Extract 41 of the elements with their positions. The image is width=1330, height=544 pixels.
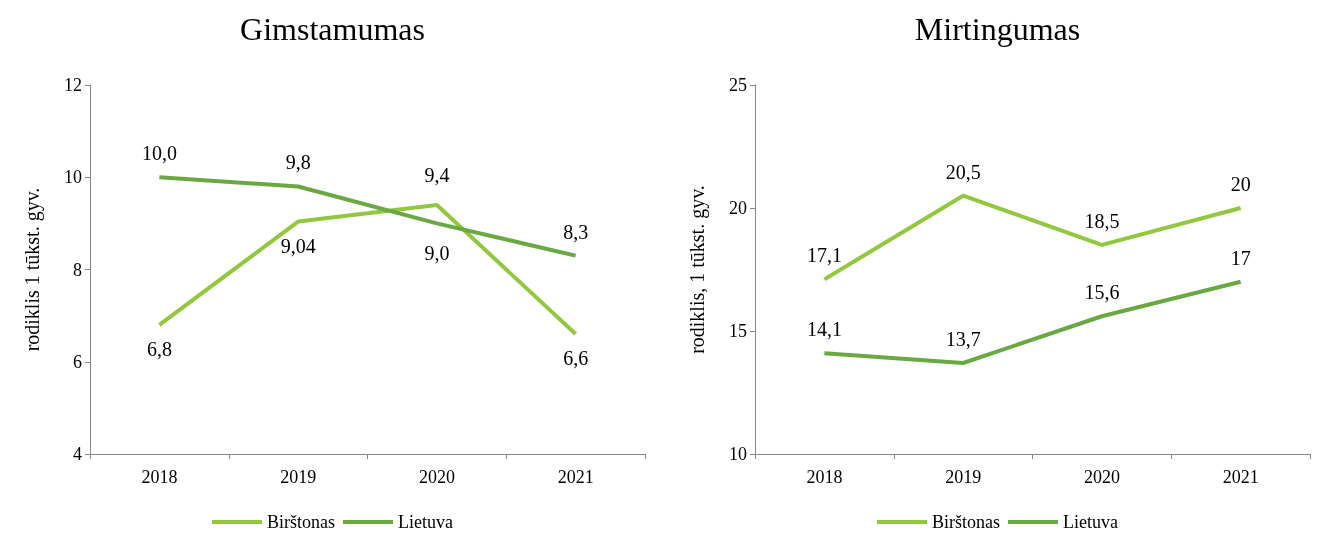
data-label: 20 (1230, 173, 1251, 195)
y-tick-label: 25 (729, 75, 747, 95)
data-label: 6,6 (563, 347, 589, 370)
legend-label: Lietuva (1063, 512, 1118, 532)
data-label: 18,5 (1084, 209, 1120, 232)
legend-label: Birštonas (267, 512, 336, 532)
x-tick-label: 2021 (557, 467, 594, 487)
y-tick-label: 15 (729, 321, 747, 341)
data-label: 9,4 (424, 163, 450, 186)
y-tick-label: 8 (73, 259, 82, 280)
x-tick-label: 2019 (945, 467, 982, 487)
chart-title: Mirtingumas (914, 11, 1081, 47)
data-label: 9,04 (280, 234, 316, 257)
data-label: 9,0 (424, 242, 450, 265)
data-label: 13,7 (945, 327, 981, 350)
y-tick-label: 12 (64, 75, 82, 95)
x-tick-label: 2020 (1083, 467, 1120, 487)
data-label: 10,0 (141, 142, 177, 165)
data-label: 8,3 (563, 220, 589, 243)
x-tick-label: 2018 (141, 467, 178, 487)
legend-label: Birštonas (932, 512, 1001, 532)
x-tick-label: 2021 (1222, 467, 1259, 487)
x-tick-label: 2018 (806, 467, 843, 487)
y-tick-label: 20 (729, 198, 747, 218)
y-tick-label: 4 (73, 444, 82, 464)
y-tick-label: 10 (64, 167, 82, 188)
legend-label: Lietuva (398, 512, 453, 532)
data-label: 17 (1230, 246, 1251, 269)
y-axis-title: rodiklis 1 tūkst. gyv. (21, 187, 44, 352)
data-label: 17,1 (806, 244, 842, 267)
y-tick-label: 10 (729, 444, 747, 464)
data-label: 15,6 (1084, 281, 1120, 304)
data-label: 6,8 (146, 337, 172, 360)
data-label: 20,5 (945, 160, 981, 183)
y-tick-label: 6 (73, 351, 82, 372)
y-axis-title: rodiklis, 1 tūkst. gyv. (686, 185, 709, 354)
x-tick-label: 2019 (280, 467, 317, 487)
data-label: 14,1 (806, 318, 842, 341)
chart-title: Gimstamumas (240, 11, 425, 47)
x-tick-label: 2020 (418, 467, 455, 487)
data-label: 9,8 (285, 151, 311, 174)
